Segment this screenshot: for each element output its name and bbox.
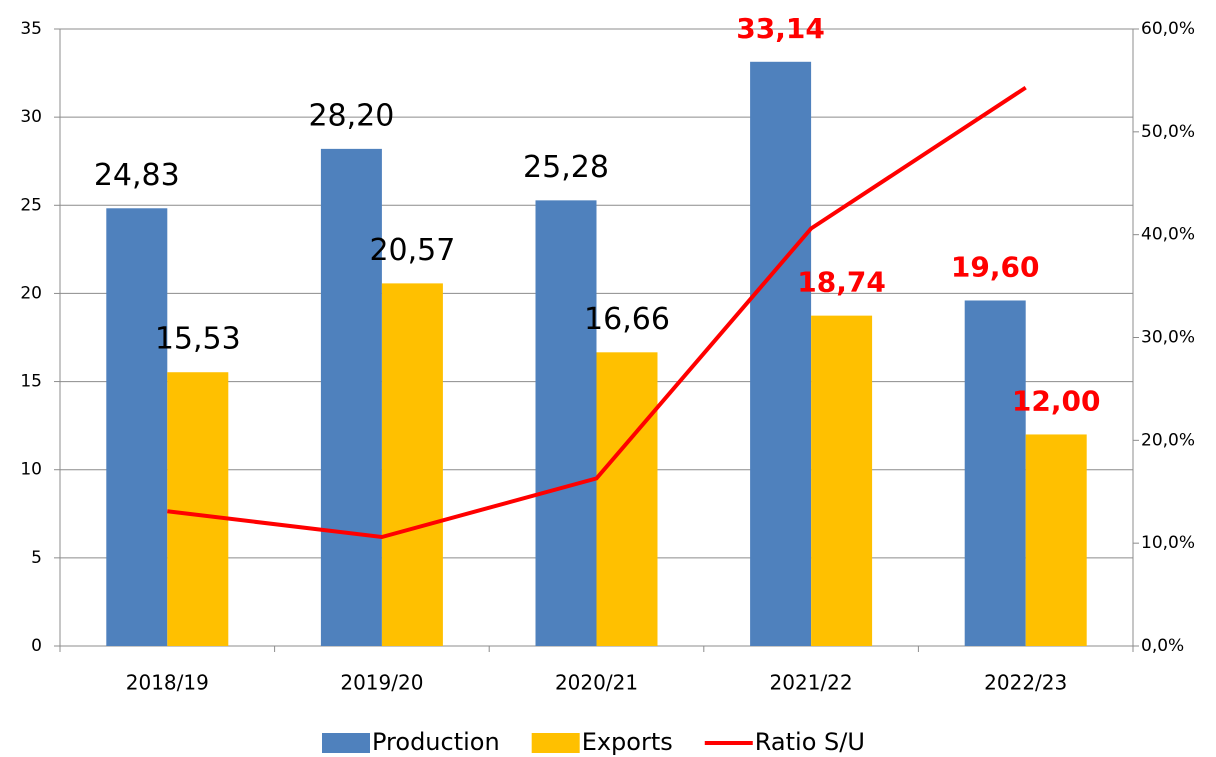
data-label: 15,53 [155, 322, 241, 357]
data-label: 19,60 [951, 250, 1040, 283]
y-tick-label: 15 [20, 372, 42, 392]
y-tick-label: 10 [20, 460, 42, 480]
y2-tick-label: 40,0% [1141, 225, 1195, 245]
data-label: 25,28 [523, 150, 609, 185]
y2-tick-label: 50,0% [1141, 122, 1195, 142]
bar [320, 148, 382, 647]
bar [167, 372, 229, 646]
y2-tick-label: 10,0% [1141, 533, 1195, 553]
legend-label: Exports [582, 728, 673, 756]
y-tick-label: 35 [20, 19, 42, 39]
bar [750, 61, 812, 647]
y-tick-label: 20 [20, 283, 42, 303]
data-label: 12,00 [1012, 384, 1101, 417]
x-tick-label: 2019/20 [340, 671, 423, 695]
x-tick-label: 2018/19 [126, 671, 209, 695]
x-tick-label: 2022/23 [984, 671, 1067, 695]
x-tick-label: 2021/22 [770, 671, 853, 695]
data-label: 16,66 [584, 302, 670, 337]
bar [381, 283, 443, 646]
y-tick-label: 30 [20, 107, 42, 127]
y2-tick-label: 20,0% [1141, 430, 1195, 450]
bar [535, 200, 597, 646]
y2-tick-label: 0,0% [1141, 636, 1184, 656]
data-label: 24,83 [94, 158, 180, 193]
bar [964, 300, 1026, 646]
ratio-line [167, 85, 1027, 540]
y-tick-label: 25 [20, 195, 42, 215]
legend-label: Ratio S/U [755, 728, 865, 756]
data-label: 18,74 [797, 266, 886, 299]
y-tick-label: 5 [31, 548, 42, 568]
data-label: 33,14 [736, 12, 825, 45]
y2-tick-label: 30,0% [1141, 328, 1195, 348]
bar [811, 315, 873, 646]
bar [1025, 434, 1087, 646]
legend-label: Production [372, 728, 500, 756]
legend-swatch [322, 733, 370, 753]
data-label: 20,57 [369, 233, 455, 268]
bar [596, 352, 658, 646]
y2-tick-label: 60,0% [1141, 19, 1195, 39]
bar [106, 208, 168, 646]
legend-swatch [531, 733, 580, 753]
x-tick-label: 2020/21 [555, 671, 638, 695]
data-label: 28,20 [308, 98, 394, 133]
y-tick-label: 0 [31, 636, 42, 656]
